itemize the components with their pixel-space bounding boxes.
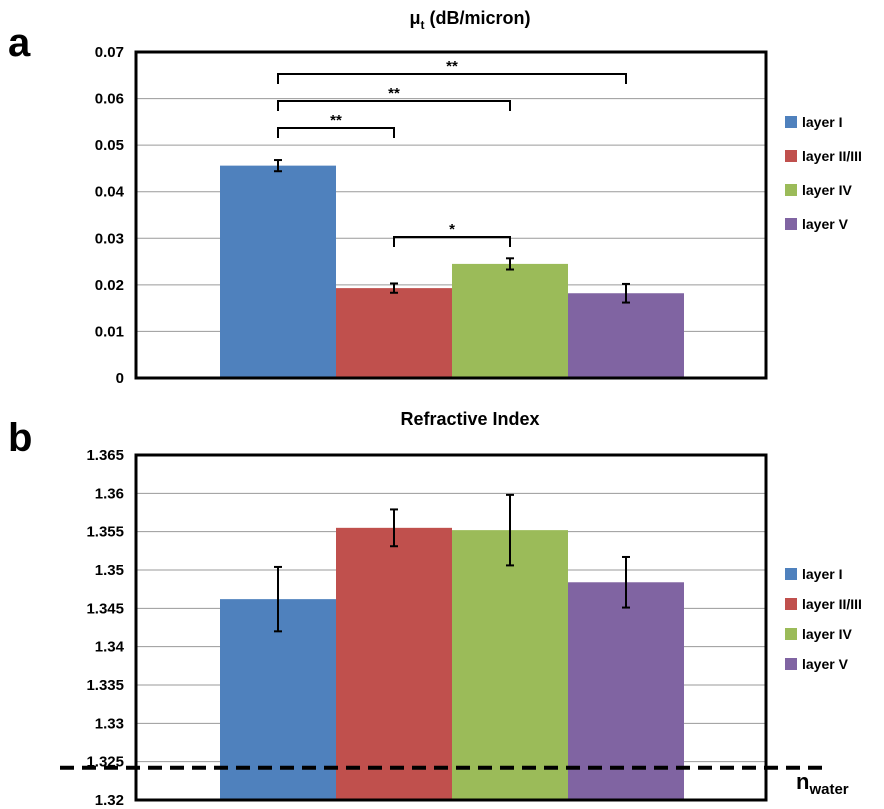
y-tick-label: 1.335: [86, 677, 124, 694]
y-tick-label: 0.03: [95, 230, 124, 247]
y-tick-label: 1.32: [95, 792, 124, 809]
legend-swatch: [785, 568, 797, 580]
y-tick-label: 0.07: [95, 44, 124, 61]
plot-frame: [134, 453, 768, 802]
significance-label: *: [449, 221, 455, 238]
y-tick-label: 0.06: [95, 91, 124, 108]
chart-a-title: μt (dB/micron): [409, 8, 530, 32]
y-tick-label: 0.04: [95, 184, 125, 201]
plot-frame: [134, 50, 768, 380]
y-tick-label: 0.05: [95, 137, 124, 154]
y-tick-label: 1.36: [95, 485, 124, 502]
y-tick-label: 0.01: [95, 323, 124, 340]
legend-swatch: [785, 218, 797, 230]
legend-swatch: [785, 658, 797, 670]
y-tick-label: 1.365: [86, 447, 124, 464]
bar-layer-v: [568, 293, 684, 378]
bar-layer-iv: [452, 263, 568, 378]
panel-letter-b: b: [8, 416, 32, 460]
legend-swatch: [785, 628, 797, 640]
legend-label: layer IV: [802, 182, 852, 198]
legend-label: layer I: [802, 566, 842, 582]
water-reference-label: nwater: [796, 769, 849, 798]
significance-bracket: [277, 73, 627, 84]
chart-b: 1.321.3251.331.3351.341.3451.351.3551.36…: [60, 447, 862, 809]
y-tick-label: 0.02: [95, 277, 124, 294]
chart-a: 00.010.020.030.040.050.060.07*******laye…: [95, 44, 862, 387]
legend-label: layer II/III: [802, 148, 862, 164]
bar-layer-i: [220, 165, 336, 378]
significance-label: **: [446, 58, 458, 75]
panel-letter-a: a: [8, 21, 31, 65]
significance-bracket: [277, 100, 511, 111]
legend-label: layer V: [802, 216, 849, 232]
bar-layer-ii-iii: [336, 288, 452, 378]
y-tick-label: 1.355: [86, 524, 124, 541]
legend-label: layer IV: [802, 626, 852, 642]
chart-b-title: Refractive Index: [400, 409, 539, 429]
significance-bracket: [277, 127, 395, 138]
bar-layer-v: [568, 582, 684, 800]
legend-label: layer I: [802, 114, 842, 130]
y-tick-label: 1.33: [95, 715, 124, 732]
legend-label: layer V: [802, 656, 849, 672]
y-tick-label: 0: [116, 370, 124, 387]
legend-swatch: [785, 150, 797, 162]
bar-layer-ii-iii: [336, 527, 452, 800]
significance-bracket: [393, 236, 511, 247]
legend-swatch: [785, 184, 797, 196]
significance-label: **: [330, 112, 342, 129]
legend-swatch: [785, 598, 797, 610]
y-tick-label: 1.34: [95, 639, 125, 656]
bar-layer-iv: [452, 530, 568, 800]
legend-label: layer II/III: [802, 596, 862, 612]
y-tick-label: 1.345: [86, 600, 124, 617]
legend-swatch: [785, 116, 797, 128]
significance-label: **: [388, 85, 400, 102]
y-tick-label: 1.35: [95, 562, 124, 579]
